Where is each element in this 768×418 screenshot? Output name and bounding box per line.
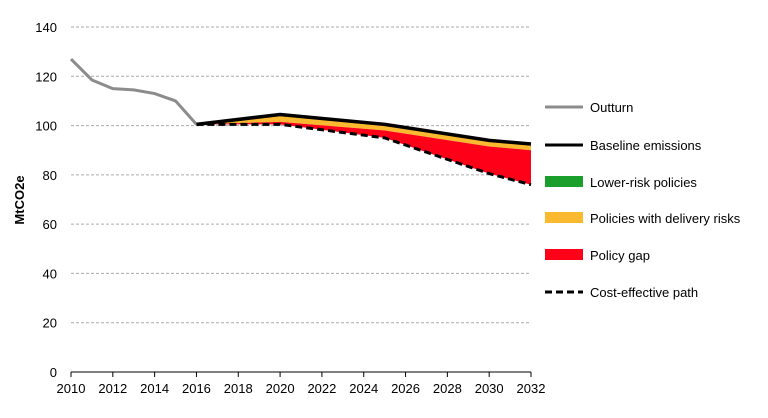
- area-policies-with-delivery-risks: [196, 115, 532, 151]
- x-tick-label: 2014: [140, 381, 169, 396]
- y-tick-label: 60: [43, 217, 57, 232]
- y-tick-label: 80: [43, 168, 57, 183]
- x-tick-label: 2020: [266, 381, 295, 396]
- y-tick-label: 0: [50, 365, 57, 380]
- legend-swatch-policies-with-delivery-risks: [545, 212, 583, 223]
- line-outturn: [69, 57, 198, 126]
- x-tick-label: 2024: [349, 381, 378, 396]
- x-tick-label: 2016: [182, 381, 211, 396]
- legend-swatch-lower-risk-policies: [545, 176, 583, 187]
- x-tick-label: 2012: [98, 381, 127, 396]
- legend-label-baseline-emissions: Baseline emissions: [590, 138, 702, 153]
- x-tick-label: 2010: [57, 381, 86, 396]
- y-axis-label: MtCO2e: [12, 175, 27, 224]
- legend-swatch-policy-gap: [545, 249, 583, 260]
- x-tick-label: 2028: [433, 381, 462, 396]
- legend-label-policies-with-delivery-risks: Policies with delivery risks: [590, 211, 741, 226]
- x-tick-label: 2018: [224, 381, 253, 396]
- x-tick-label: 2022: [307, 381, 336, 396]
- line-cost-effective-path: [196, 122, 532, 187]
- x-tick-label: 2032: [517, 381, 546, 396]
- y-tick-label: 100: [35, 119, 57, 134]
- legend-label-cost-effective-path: Cost-effective path: [590, 285, 698, 300]
- legend-label-outturn: Outturn: [590, 100, 633, 115]
- y-tick-label: 40: [43, 266, 57, 281]
- y-tick-label: 140: [35, 20, 57, 35]
- y-tick-label: 120: [35, 69, 57, 84]
- x-tick-label: 2026: [391, 381, 420, 396]
- x-tick-label: 2030: [475, 381, 504, 396]
- legend-label-policy-gap: Policy gap: [590, 248, 650, 263]
- legend-label-lower-risk-policies: Lower-risk policies: [590, 175, 697, 190]
- line-baseline-emissions: [196, 112, 532, 146]
- y-tick-label: 20: [43, 316, 57, 331]
